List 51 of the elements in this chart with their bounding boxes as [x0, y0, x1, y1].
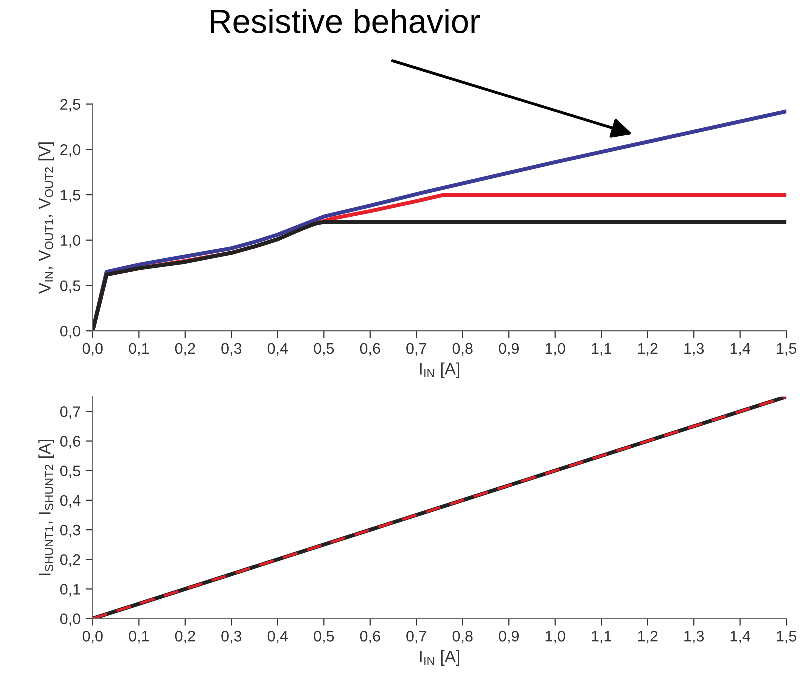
y-axis-title: I$_{SHUNT1}$, I$_{SHUNT2}$ [A] [38, 440, 54, 576]
x-tick-label: 0,7 [406, 631, 426, 644]
y-tick-label: 2,5 [60, 99, 80, 112]
x-tick-label: 1,3 [684, 343, 704, 356]
x-tick-label: 0,0 [82, 343, 103, 356]
x-tick-label: 1,0 [546, 631, 566, 644]
x-tick-label: 0,8 [452, 631, 473, 644]
y-tick-label: 0,6 [60, 436, 80, 449]
y-tick-label: 2,0 [60, 144, 81, 158]
x-tick-label: 0,0 [82, 631, 103, 644]
x-axis-title: I$_{IN}$ [A] [420, 362, 460, 378]
x-tick-label: 0,9 [499, 631, 520, 644]
y-tick-label: 1,5 [61, 190, 80, 203]
x-tick-label: 0,3 [222, 631, 242, 644]
y-tick-label: 0,5 [60, 280, 80, 294]
x-tick-label: 0,3 [222, 343, 242, 356]
x-tick-label: 1,3 [684, 631, 704, 644]
x-tick-label: 1,5 [777, 631, 797, 644]
text: Resistive behavior [211, 8, 480, 34]
y-tick-label: 0,1 [60, 584, 80, 597]
x-tick-label: 0,2 [175, 343, 196, 356]
x-tick-label: 1,2 [638, 343, 658, 356]
x-tick-label: 0,4 [268, 343, 288, 356]
x-tick-label: 1,5 [777, 343, 797, 356]
x-tick-label: 1,2 [638, 631, 658, 644]
x-tick-label: 0,5 [314, 343, 334, 356]
x-axis-title: I$_{IN}$ [A] [420, 650, 460, 666]
x-tick-label: 1,0 [546, 343, 566, 356]
x-tick-label: 0,5 [314, 631, 334, 644]
x-tick-label: 0,2 [175, 631, 196, 644]
x-tick-label: 1,4 [730, 631, 751, 644]
x-tick-label: 0,6 [360, 343, 380, 356]
y-tick-label: 0,5 [60, 466, 80, 478]
x-tick-label: 1,1 [592, 631, 612, 644]
x-tick-label: 0,8 [452, 343, 473, 356]
y-tick-label: 0,0 [60, 614, 81, 626]
y-tick-label: 0,7 [60, 406, 80, 420]
y-tick-label: 1,0 [61, 235, 81, 248]
x-tick-label: 0,4 [268, 631, 288, 644]
x-tick-label: 0,7 [406, 343, 426, 356]
x-tick-label: 0,1 [129, 343, 150, 356]
y-axis-title: V$_{IN}$, V$_{OUT1}$, V$_{OUT2}$ [V] [38, 142, 54, 294]
x-tick-label: 0,9 [499, 343, 520, 356]
x-tick-label: 1,1 [592, 343, 612, 356]
y-tick-label: 0,0 [60, 326, 81, 339]
y-tick-label: 0,2 [60, 554, 80, 568]
y-tick-label: 0,4 [60, 495, 81, 508]
x-tick-label: 0,6 [360, 631, 380, 644]
x-tick-label: 1,4 [730, 343, 751, 356]
y-tick-label: 0,3 [60, 524, 80, 538]
x-tick-label: 0,1 [129, 631, 150, 644]
